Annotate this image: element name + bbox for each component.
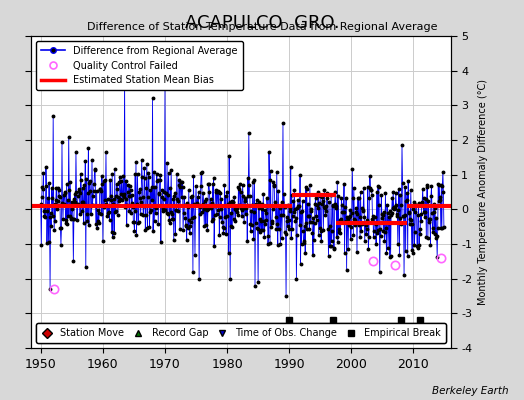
Legend: Station Move, Record Gap, Time of Obs. Change, Empirical Break: Station Move, Record Gap, Time of Obs. C…	[36, 324, 446, 343]
Text: ACAPULCO  GRO.: ACAPULCO GRO.	[184, 14, 340, 32]
Text: Difference of Station Temperature Data from Regional Average: Difference of Station Temperature Data f…	[87, 22, 437, 32]
Y-axis label: Monthly Temperature Anomaly Difference (°C): Monthly Temperature Anomaly Difference (…	[478, 79, 488, 305]
Text: Berkeley Earth: Berkeley Earth	[432, 386, 508, 396]
